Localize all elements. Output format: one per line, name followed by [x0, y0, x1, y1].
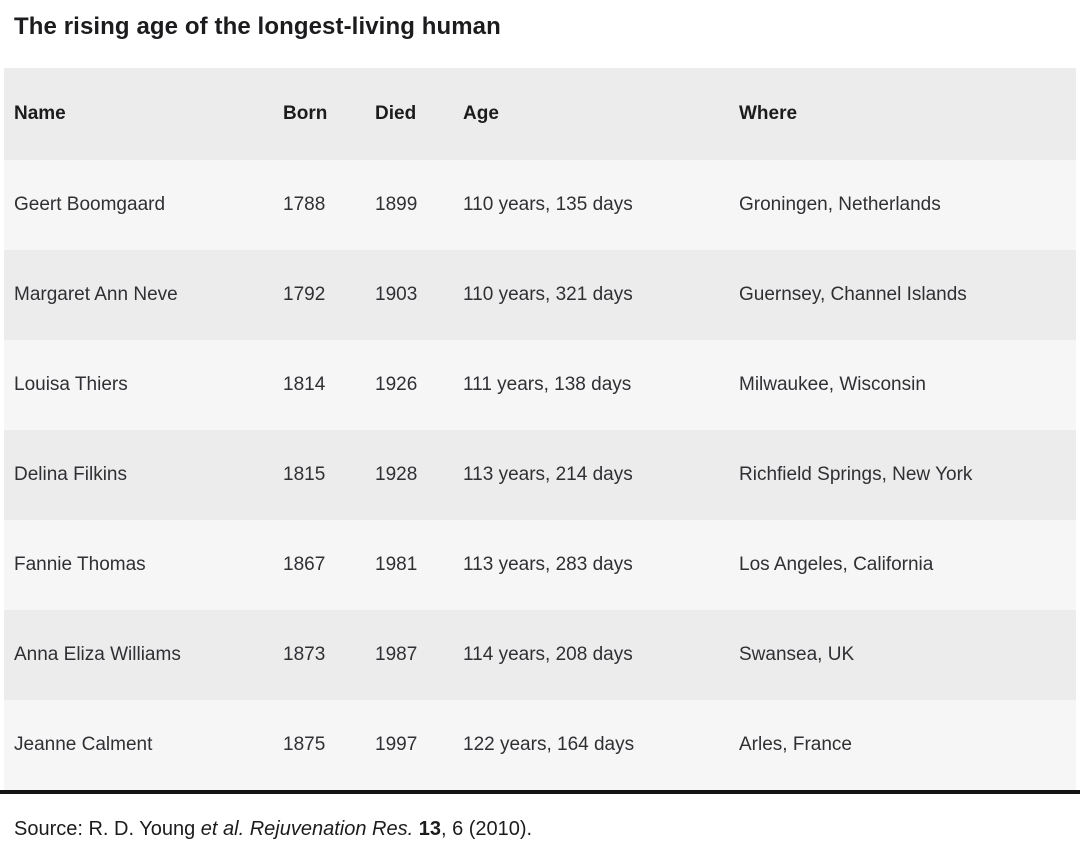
source-note: Source: R. D. Young et al. Rejuvenation …: [0, 794, 1080, 842]
cell-name: Fannie Thomas: [14, 554, 146, 575]
cell-where: Los Angeles, California: [739, 554, 934, 575]
cell-where: Guernsey, Channel Islands: [739, 284, 967, 305]
cell-born: 1814: [283, 374, 326, 395]
table-header-row: Name Born Died Age Where: [4, 68, 1076, 160]
cell-born: 1815: [283, 464, 326, 485]
cell-name: Louisa Thiers: [14, 374, 128, 395]
cell-born: 1873: [283, 644, 326, 665]
cell-died: 1987: [375, 644, 418, 665]
cell-age: 111 years, 138 days: [463, 374, 632, 395]
cell-born: 1867: [283, 554, 326, 575]
column-header-died: Died: [375, 103, 417, 124]
column-header-age: Age: [463, 103, 499, 124]
source-citation-italic: et al. Rejuvenation Res.: [200, 818, 419, 840]
cell-born: 1788: [283, 194, 326, 215]
table-row: Jeanne Calment 1875 1997 122 years, 164 …: [4, 700, 1076, 790]
cell-name: Delina Filkins: [14, 464, 127, 485]
cell-where: Richfield Springs, New York: [739, 464, 973, 485]
source-suffix: , 6 (2010).: [440, 818, 533, 840]
source-volume-bold: 13: [418, 818, 441, 840]
table-row: Geert Boomgaard 1788 1899 110 years, 135…: [4, 160, 1076, 250]
longevity-table: Name Born Died Age Where Geert Boomgaard…: [4, 68, 1076, 790]
cell-age: 114 years, 208 days: [463, 644, 633, 665]
cell-age: 110 years, 135 days: [463, 194, 633, 215]
column-header-name: Name: [14, 103, 66, 124]
column-header-born: Born: [283, 103, 328, 124]
table-row: Anna Eliza Williams 1873 1987 114 years,…: [4, 610, 1076, 700]
cell-age: 113 years, 283 days: [463, 554, 633, 575]
column-header-where: Where: [739, 103, 798, 124]
cell-died: 1926: [375, 374, 418, 395]
cell-where: Arles, France: [739, 734, 852, 755]
cell-age: 110 years, 321 days: [463, 284, 633, 305]
table-row: Delina Filkins 1815 1928 113 years, 214 …: [4, 430, 1076, 520]
cell-name: Jeanne Calment: [14, 734, 153, 755]
cell-where: Groningen, Netherlands: [739, 194, 941, 215]
cell-age: 113 years, 214 days: [463, 464, 633, 485]
cell-died: 1981: [375, 554, 418, 575]
cell-born: 1875: [283, 734, 326, 755]
cell-died: 1928: [375, 464, 418, 485]
table-row: Fannie Thomas 1867 1981 113 years, 283 d…: [4, 520, 1076, 610]
chart-title: The rising age of the longest-living hum…: [14, 13, 501, 40]
cell-name: Anna Eliza Williams: [14, 644, 181, 665]
cell-died: 1899: [375, 194, 418, 215]
cell-where: Swansea, UK: [739, 644, 855, 665]
table-row: Margaret Ann Neve 1792 1903 110 years, 3…: [4, 250, 1076, 340]
cell-name: Margaret Ann Neve: [14, 284, 178, 305]
table-row: Louisa Thiers 1814 1926 111 years, 138 d…: [4, 340, 1076, 430]
cell-born: 1792: [283, 284, 326, 305]
cell-name: Geert Boomgaard: [14, 194, 166, 215]
cell-age: 122 years, 164 days: [463, 734, 635, 755]
cell-died: 1997: [375, 734, 418, 755]
cell-died: 1903: [375, 284, 418, 305]
cell-where: Milwaukee, Wisconsin: [739, 374, 926, 395]
bottom-rule: [0, 790, 1080, 794]
source-prefix: Source: R. D. Young: [14, 818, 201, 840]
